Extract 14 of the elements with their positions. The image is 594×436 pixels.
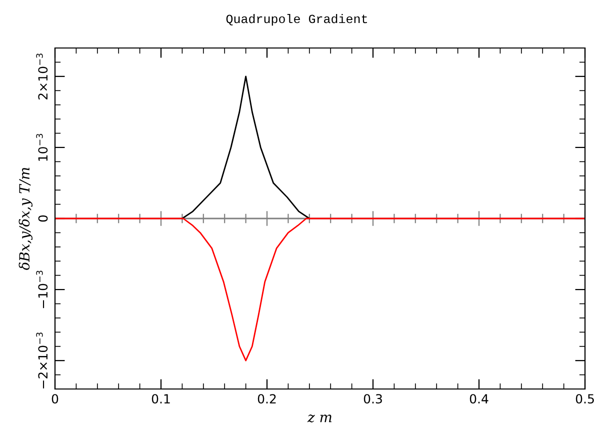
x-tick-label: 0.3 xyxy=(364,394,382,404)
x-tick-label: 0.2 xyxy=(258,394,276,404)
y-tick-label: −2×10$^{−3}$ xyxy=(36,332,48,388)
x-tick-label: 0.1 xyxy=(152,394,170,404)
x-axis-title: z m xyxy=(307,414,332,422)
y-axis-title: δBx,y/δx,y T/m xyxy=(18,168,32,270)
y-tick-label: −10$^{−3}$ xyxy=(36,270,48,308)
y-tick-label: 2×10$^{−3}$ xyxy=(36,54,48,100)
x-tick-label: 0.4 xyxy=(470,394,488,404)
x-tick-label: 0 xyxy=(52,394,58,404)
x-tick-label: 0.5 xyxy=(576,394,594,404)
y-tick-label: 0 xyxy=(38,215,48,222)
chart-title: Quadrupole Gradient xyxy=(226,14,367,26)
y-tick-label: 10$^{−3}$ xyxy=(36,134,48,161)
